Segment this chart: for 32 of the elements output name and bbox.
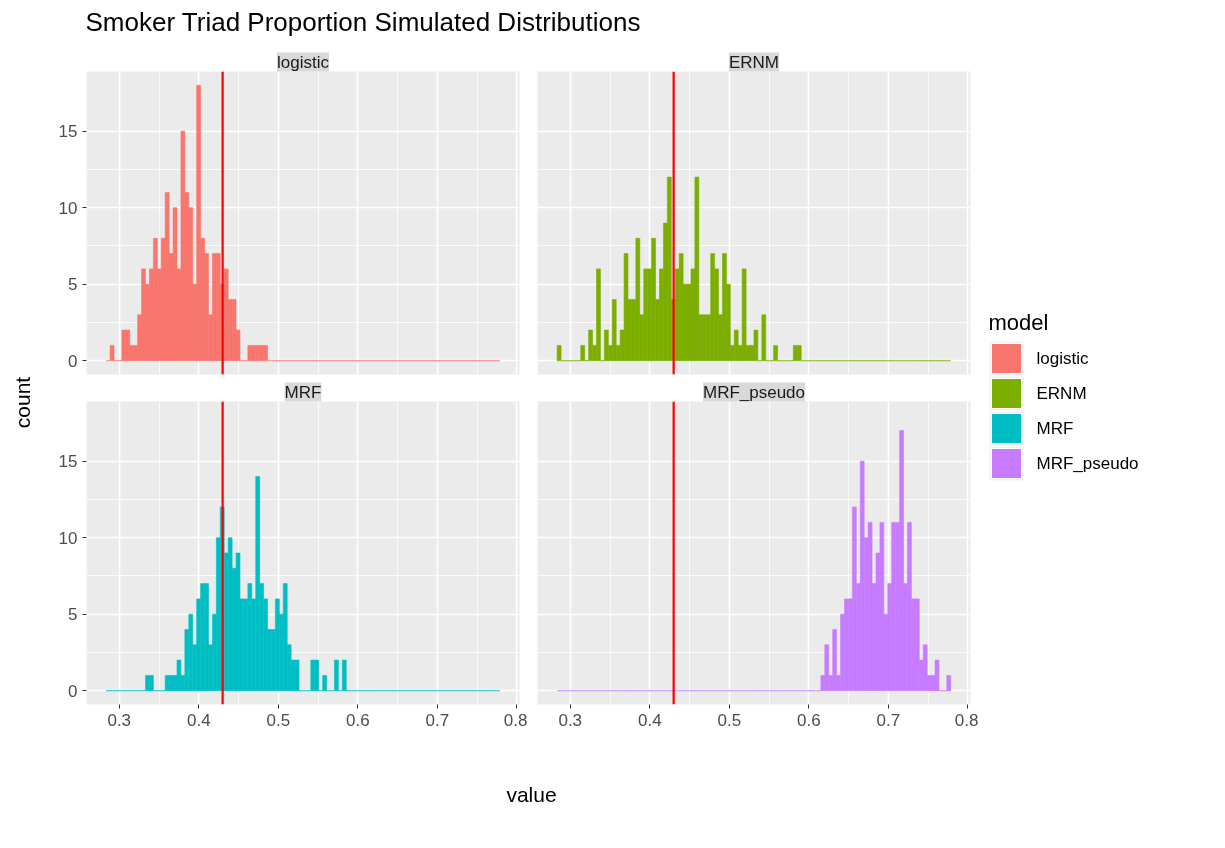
legend-title: model bbox=[988, 310, 1049, 335]
y-tick-label: 10 bbox=[58, 198, 78, 218]
x-tick-label: 0.8 bbox=[503, 710, 528, 730]
x-tick-label: 0.5 bbox=[266, 710, 291, 730]
y-tick-label: 5 bbox=[68, 275, 78, 295]
x-tick-label: 0.6 bbox=[346, 710, 370, 730]
x-tick-label: 0.3 bbox=[107, 710, 132, 730]
chart-title: Smoker Triad Proportion Simulated Distributions bbox=[85, 6, 641, 37]
y-tick-label: 10 bbox=[58, 528, 78, 548]
x-tick-label: 0.3 bbox=[558, 710, 583, 730]
y-tick-label: 0 bbox=[68, 351, 78, 371]
chart-subtitle: MRF bbox=[284, 382, 322, 402]
x-tick-label: 0.6 bbox=[797, 710, 821, 730]
x-tick-label: 0.5 bbox=[717, 710, 742, 730]
chart-subtitle: MRF_pseudo bbox=[702, 382, 806, 402]
legend-label: MRF_pseudo bbox=[1036, 454, 1139, 473]
x-tick-label: 0.8 bbox=[954, 710, 979, 730]
legend-label: logistic bbox=[1036, 349, 1089, 368]
legend-label: MRF bbox=[1036, 419, 1074, 438]
chart-subtitle: logistic bbox=[277, 52, 330, 72]
y-tick-label: 5 bbox=[68, 605, 78, 625]
y-tick-label: 15 bbox=[58, 452, 78, 472]
y-tick-label: 15 bbox=[58, 122, 78, 142]
x-tick-label: 0.4 bbox=[186, 710, 211, 730]
x-axis-title: value bbox=[506, 783, 557, 806]
x-tick-label: 0.7 bbox=[876, 710, 901, 730]
y-axis-title: count bbox=[11, 376, 34, 429]
x-tick-label: 0.4 bbox=[637, 710, 662, 730]
chart-subtitle: ERNM bbox=[728, 52, 780, 72]
legend-label: ERNM bbox=[1036, 384, 1087, 403]
y-tick-label: 0 bbox=[68, 681, 78, 701]
x-tick-label: 0.7 bbox=[425, 710, 450, 730]
